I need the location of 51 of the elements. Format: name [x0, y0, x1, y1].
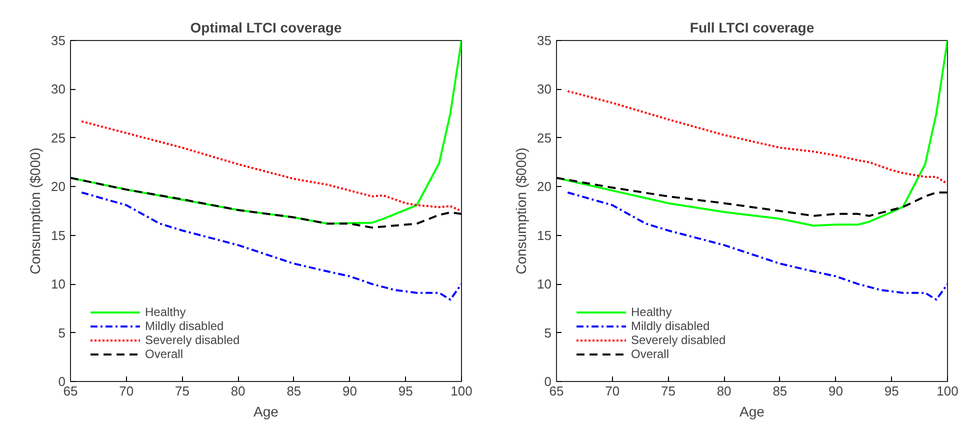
- y-tick-label: 5: [544, 325, 552, 340]
- y-tick-label: 35: [51, 33, 66, 48]
- x-tick-label: 85: [286, 384, 302, 398]
- x-axis-title: Age: [740, 404, 765, 420]
- y-tick-label: 15: [51, 228, 66, 243]
- y-tick-label: 0: [58, 374, 66, 389]
- x-tick-label: 100: [450, 384, 472, 398]
- legend-label: Mildly disabled: [631, 319, 710, 333]
- legend-label: Severely disabled: [145, 333, 240, 347]
- x-tick-label: 70: [119, 384, 134, 398]
- legend-label: Healthy: [631, 305, 672, 319]
- x-tick-label: 85: [772, 384, 788, 398]
- x-tick-label: 90: [342, 384, 358, 398]
- x-tick-label: 80: [230, 384, 246, 398]
- line-series: [566, 191, 948, 301]
- y-tick-label: 25: [51, 130, 66, 146]
- y-tick-label: 10: [537, 276, 552, 292]
- x-tick-label: 75: [174, 384, 190, 398]
- y-tick-label: 30: [537, 82, 552, 97]
- y-tick-label: 20: [537, 179, 552, 194]
- line-series: [80, 191, 462, 301]
- x-tick-label: 95: [884, 384, 899, 398]
- line-series: [70, 176, 462, 229]
- line-series: [80, 120, 462, 212]
- x-tick-label: 70: [605, 384, 620, 398]
- legend-label: Healthy: [145, 305, 186, 319]
- line-series: [556, 40, 948, 227]
- x-tick-label: 80: [716, 384, 732, 398]
- y-tick-label: 10: [51, 276, 66, 292]
- y-tick-label: 30: [51, 82, 66, 97]
- y-tick-label: 25: [537, 130, 552, 146]
- x-tick-label: 100: [936, 384, 958, 398]
- y-tick-label: 0: [544, 374, 552, 389]
- y-tick-label: 20: [51, 179, 66, 194]
- legend-label: Severely disabled: [631, 333, 726, 347]
- line-series: [556, 176, 948, 217]
- legend-label: Overall: [631, 347, 670, 361]
- line-series: [566, 90, 948, 185]
- legend-label: Mildly disabled: [145, 319, 224, 333]
- chart-title: Optimal LTCI coverage: [190, 20, 342, 36]
- x-tick-label: 90: [828, 384, 844, 398]
- x-tick-label: 75: [660, 384, 676, 398]
- legend-label: Overall: [145, 347, 184, 361]
- y-tick-label: 35: [537, 33, 552, 48]
- y-tick-label: 5: [58, 325, 66, 340]
- x-tick-label: 95: [398, 384, 413, 398]
- y-axis-title: Consumption ($000): [27, 148, 44, 274]
- x-axis-title: Age: [254, 404, 279, 420]
- chart-title: Full LTCI coverage: [690, 20, 814, 36]
- y-axis-title: Consumption ($000): [513, 148, 530, 274]
- y-tick-label: 15: [537, 228, 552, 243]
